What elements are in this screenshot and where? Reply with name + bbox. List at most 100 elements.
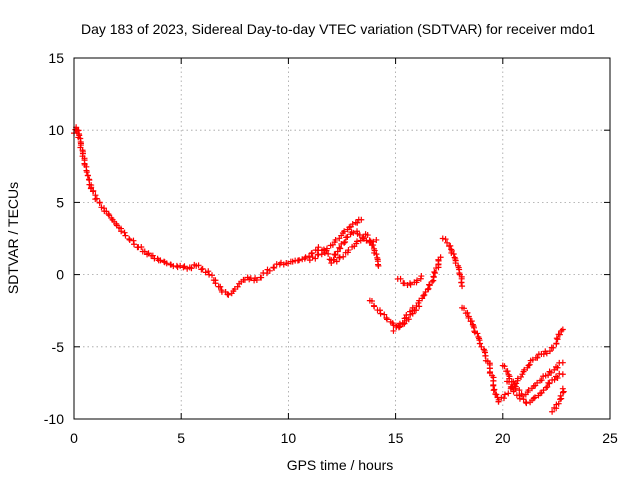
series [71,124,380,298]
data-point [84,172,91,179]
data-point [340,253,347,260]
data-point [556,331,563,338]
data-point [88,184,95,191]
data-point [266,267,273,274]
data-point [504,368,511,375]
data-point [465,314,472,321]
data-point [180,264,187,271]
data-point [447,242,454,249]
data-point [401,280,408,287]
series [495,326,566,405]
data-point [338,240,345,247]
data-point [296,257,303,264]
data-point [188,265,195,272]
data-point [306,257,313,264]
data-point [375,262,382,269]
data-point [444,239,451,246]
data-point [554,336,561,343]
data-point [205,268,212,275]
data-point [126,236,133,243]
data-point [559,359,566,366]
y-tick-label: 10 [48,122,64,138]
data-point [493,391,500,398]
data-point [450,250,457,257]
data-point [332,252,339,259]
data-point [384,316,391,323]
data-point [342,239,349,246]
data-point [487,369,494,376]
data-point [333,258,340,265]
data-point [202,269,209,276]
data-point [399,319,406,326]
data-point [560,388,567,395]
data-point [381,311,388,318]
data-point [356,231,363,238]
data-point [163,260,170,267]
x-tick-label: 5 [177,430,185,446]
data-point [121,229,128,236]
data-point [559,385,566,392]
data-point [328,260,335,267]
data-point [461,305,468,312]
data-point [544,383,551,390]
data-point [534,379,541,386]
data-point [464,309,471,316]
data-point [359,235,366,242]
y-tick-label: 15 [48,50,64,66]
data-point [336,244,343,251]
data-point [368,297,375,304]
data-point [558,327,565,334]
series [328,234,367,267]
data-point [366,238,373,245]
data-point [309,254,316,261]
y-axis-label: SDTVAR / TECUs [5,182,21,294]
data-point [500,395,507,402]
data-point [432,270,439,277]
data-point [418,273,425,280]
data-point [546,380,553,387]
y-tick-label: 0 [56,267,64,283]
data-point [354,238,361,245]
data-point [138,244,145,251]
data-point [345,247,352,254]
data-point [426,281,433,288]
data-point [315,244,322,251]
data-point [559,326,566,333]
data-point [212,280,219,287]
data-point [390,327,397,334]
grid [74,58,610,419]
data-point [559,371,566,378]
data-point [122,232,129,239]
data-point [557,396,564,403]
data-point [546,348,553,355]
data-point [308,249,315,256]
data-point [376,307,383,314]
x-tick-label: 0 [70,430,78,446]
data-point [358,216,365,223]
y-tick-label: -10 [44,411,64,427]
y-tick-label: -5 [52,339,65,355]
x-tick-label: 20 [495,430,511,446]
data-point [525,387,532,394]
data-point [420,292,427,299]
data-point [331,257,338,264]
x-tick-label: 10 [281,430,297,446]
data-point [105,210,112,217]
data-point [403,312,410,319]
data-point [206,271,213,278]
x-axis-label: GPS time / hours [287,457,394,473]
data-point [373,251,380,258]
data-point [421,291,428,298]
data-point [302,254,309,261]
data-point [495,398,502,405]
data-point [471,328,478,335]
data-point [96,199,103,206]
data-point [525,362,532,369]
data-point [555,400,562,407]
data-point [477,340,484,347]
data-point [523,400,530,407]
data-point [332,236,339,243]
data-point [337,245,344,252]
data-point [553,340,560,347]
